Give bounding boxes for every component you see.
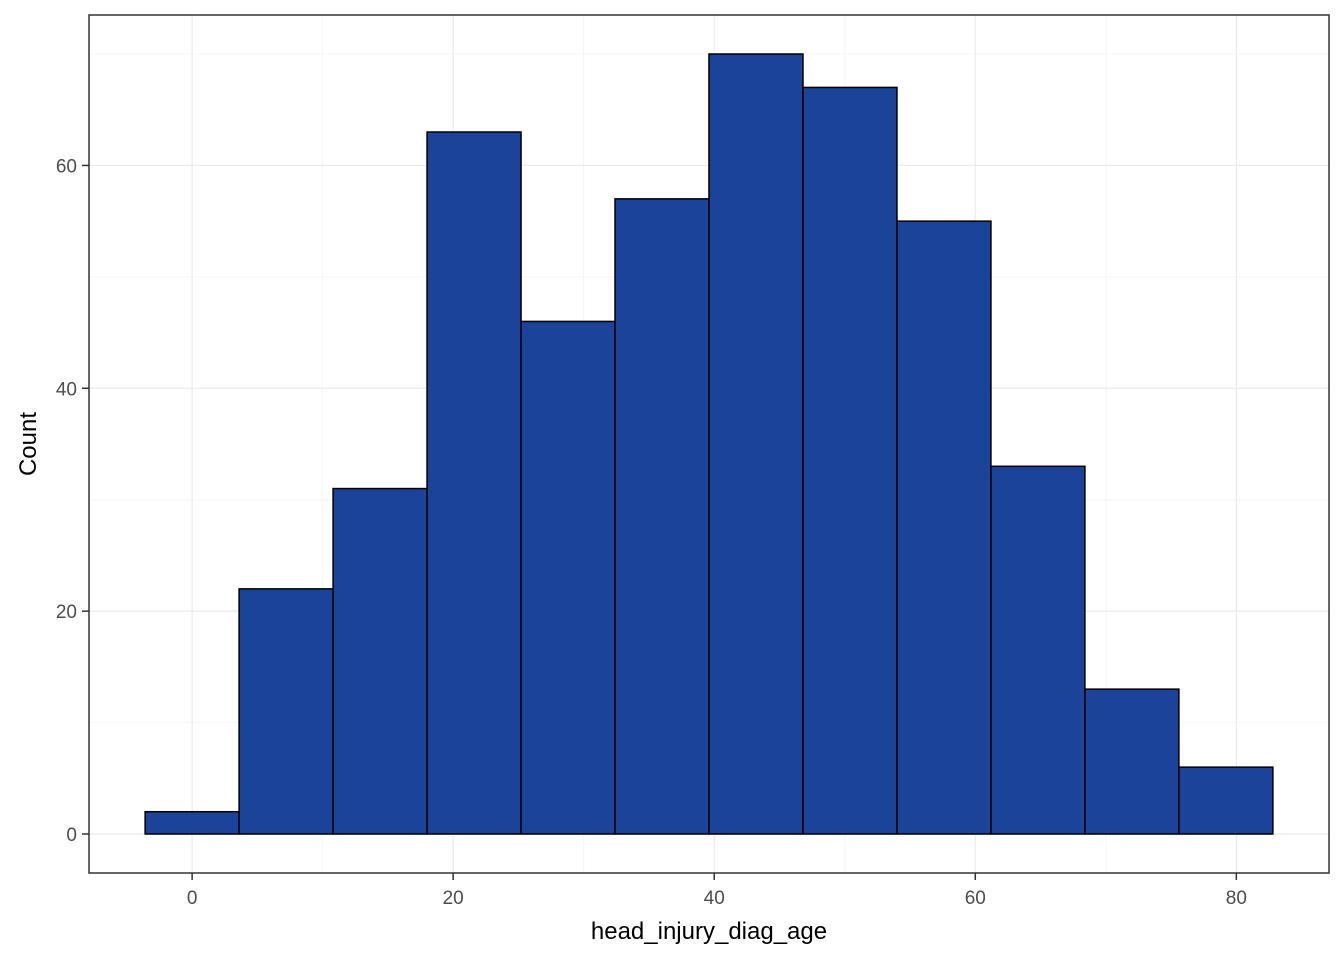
y-tick-label: 40: [56, 379, 77, 400]
x-tick-label: 0: [187, 888, 198, 909]
y-tick-label: 60: [56, 156, 77, 177]
histogram-bar-6: [708, 53, 804, 835]
panel-border: [88, 14, 1330, 874]
x-tick-label: 60: [965, 888, 986, 909]
x-tick-label: 20: [443, 888, 464, 909]
histogram-bar-8: [896, 220, 992, 835]
histogram-bar-9: [990, 465, 1086, 835]
histogram-bar-2: [332, 487, 428, 835]
x-tick-label: 40: [704, 888, 725, 909]
y-tick-label: 20: [56, 602, 77, 623]
y-axis-title: Count: [15, 412, 42, 476]
histogram-bar-5: [614, 198, 710, 835]
histogram-bar-4: [520, 320, 616, 835]
y-axis: 0 20 40 60: [56, 156, 89, 846]
y-tick-label: 0: [66, 825, 77, 846]
histogram-bars: [144, 53, 1274, 835]
x-axis-title: head_injury_diag_age: [591, 918, 827, 945]
histogram-bar-1: [238, 588, 334, 835]
histogram-bar-7: [802, 86, 898, 835]
x-tick-label: 80: [1226, 888, 1247, 909]
x-axis: 0 20 40 60 80: [187, 873, 1247, 909]
histogram-bar-10: [1084, 688, 1180, 835]
histogram-bar-0: [144, 810, 240, 835]
histogram-bar-11: [1178, 766, 1274, 835]
histogram-bar-3: [426, 131, 522, 835]
